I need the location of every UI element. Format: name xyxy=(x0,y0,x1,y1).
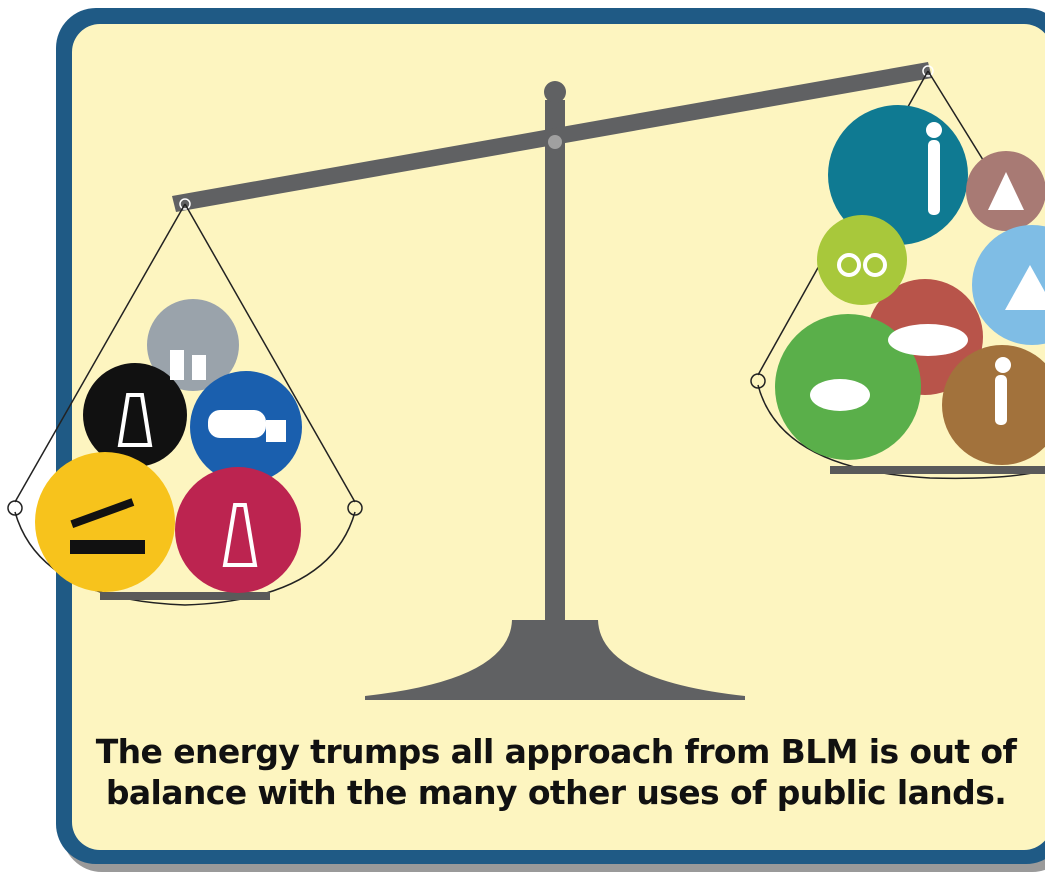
page: The energy trumps all approach from BLM … xyxy=(0,0,1045,872)
icon-pump-jack xyxy=(35,452,175,592)
caption-line: The energy trumps all approach from BLM … xyxy=(96,732,1018,771)
angler-head xyxy=(926,122,942,138)
tower xyxy=(192,355,206,380)
icon-birding xyxy=(817,215,907,305)
scale-knob xyxy=(544,81,566,103)
caption-line: balance with the many other uses of publ… xyxy=(106,773,1006,812)
icon-gas-rig xyxy=(175,467,301,593)
pan-shadow xyxy=(100,592,270,600)
tower xyxy=(170,350,184,380)
elk xyxy=(810,379,870,411)
angler xyxy=(928,140,940,215)
cab xyxy=(266,420,286,442)
hiker xyxy=(995,375,1007,425)
pump-base xyxy=(70,540,145,554)
pan-shadow xyxy=(830,466,1045,474)
bear xyxy=(888,324,968,356)
scale-pole xyxy=(545,100,565,625)
hiker-head xyxy=(995,357,1011,373)
tank xyxy=(208,410,266,438)
illustration: The energy trumps all approach from BLM … xyxy=(0,0,1045,872)
pivot xyxy=(548,135,562,149)
